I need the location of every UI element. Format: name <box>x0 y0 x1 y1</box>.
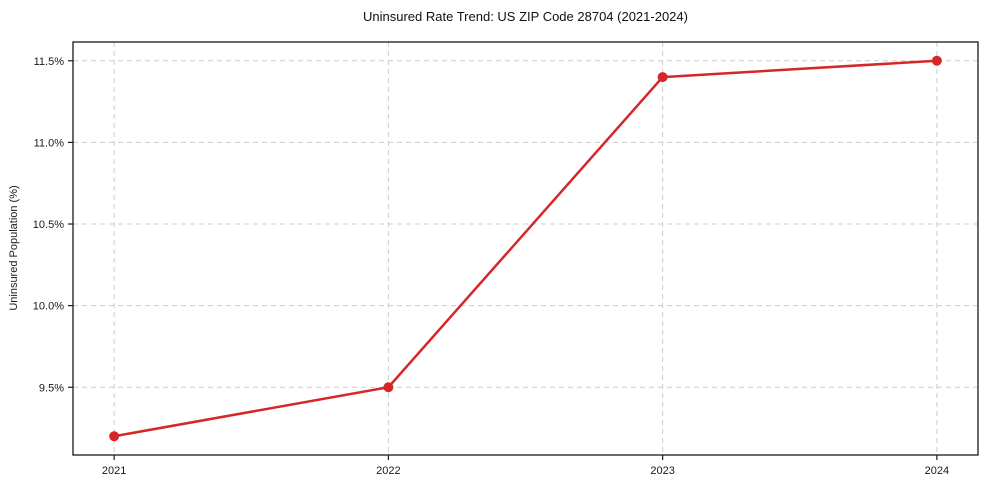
data-point <box>109 431 120 442</box>
data-point <box>383 382 394 393</box>
chart-title: Uninsured Rate Trend: US ZIP Code 28704 … <box>363 9 688 24</box>
data-point <box>657 72 668 83</box>
x-tick-label: 2024 <box>925 465 949 477</box>
data-point <box>931 55 942 66</box>
x-tick-label: 2023 <box>650 465 674 477</box>
x-tick-label: 2021 <box>102 465 126 477</box>
y-tick-label: 11.0% <box>34 137 65 149</box>
y-tick-label: 11.5% <box>34 56 65 68</box>
y-tick-label: 10.0% <box>33 301 64 313</box>
plot-border <box>72 41 979 456</box>
trend-line <box>112 59 939 438</box>
y-tick-label: 9.5% <box>39 382 64 394</box>
x-tick-label: 2022 <box>376 465 400 477</box>
y-tick-label: 10.5% <box>33 219 64 231</box>
